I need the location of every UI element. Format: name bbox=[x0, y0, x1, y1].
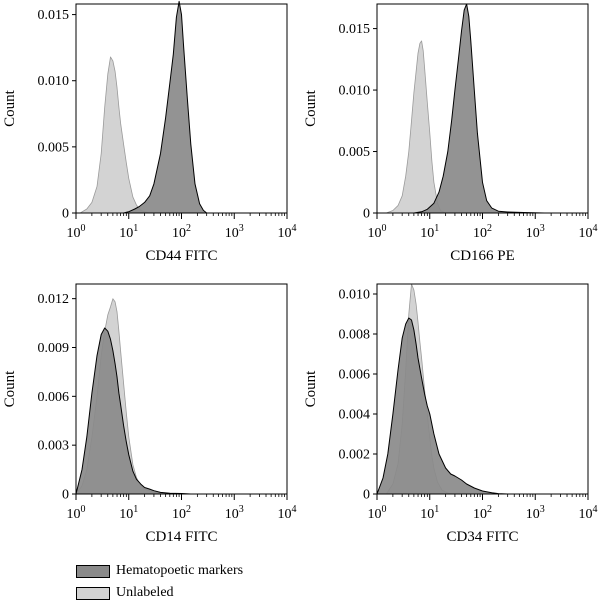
legend-item-unlabeled: Unlabeled bbox=[76, 584, 243, 602]
y-tick-label: 0.006 bbox=[38, 390, 70, 405]
series-unlabeled-area bbox=[385, 40, 446, 214]
y-tick-label: 0.010 bbox=[38, 74, 70, 89]
y-tick-label: 0.012 bbox=[38, 292, 70, 307]
x-tick-label: 102 bbox=[473, 504, 492, 522]
y-tick-label: 0.015 bbox=[339, 22, 371, 37]
x-tick-label: 101 bbox=[119, 504, 138, 522]
x-tick-label: 101 bbox=[420, 223, 439, 241]
x-axis-label: CD14 FITC bbox=[145, 529, 217, 545]
legend: Hematopoetic markers Unlabeled bbox=[76, 562, 243, 606]
x-tick-label: 102 bbox=[473, 223, 492, 241]
y-axis-label: Count bbox=[2, 89, 18, 127]
series-unlabeled-area bbox=[79, 56, 155, 214]
y-tick-label: 0.005 bbox=[38, 140, 70, 155]
x-tick-label: 100 bbox=[368, 504, 387, 522]
x-tick-label: 103 bbox=[225, 504, 244, 522]
x-tick-label: 102 bbox=[172, 504, 191, 522]
y-tick-label: 0.009 bbox=[38, 341, 70, 356]
y-axis-label: Count bbox=[2, 370, 18, 408]
series-hematopoetic-markers-area bbox=[376, 317, 509, 495]
x-tick-label: 101 bbox=[420, 504, 439, 522]
x-tick-label: 103 bbox=[526, 223, 545, 241]
chart-panel-1: 0 0.005 0.010 0.015 100 101 102 103 104 CD44 FITC… bbox=[2, 0, 297, 264]
x-axis-label: CD44 FITC bbox=[145, 248, 217, 264]
y-tick-label: 0.010 bbox=[339, 84, 371, 99]
x-tick-label: 101 bbox=[119, 223, 138, 241]
x-tick-label: 104 bbox=[579, 504, 598, 522]
y-tick-label: 0.003 bbox=[38, 439, 70, 454]
x-tick-label: 100 bbox=[67, 223, 86, 241]
x-tick-label: 100 bbox=[67, 504, 86, 522]
legend-swatch-unlabeled bbox=[76, 586, 110, 600]
legend-label-hematopoetic-markers: Hematopoetic markers bbox=[116, 563, 244, 578]
y-tick-label: 0 bbox=[62, 488, 69, 503]
legend-label-unlabeled: Unlabeled bbox=[116, 585, 174, 600]
y-tick-label: 0 bbox=[62, 207, 69, 222]
chart-panel-3: 0 0.003 0.006 0.009 0.012 100 101 102 103 104 CD14… bbox=[2, 283, 297, 545]
y-tick-label: 0.010 bbox=[339, 288, 371, 303]
y-tick-label: 0.015 bbox=[38, 8, 70, 23]
series-hematopoetic-markers-area bbox=[123, 0, 208, 214]
x-tick-label: 104 bbox=[579, 223, 598, 241]
x-tick-label: 104 bbox=[278, 223, 297, 241]
x-axis-label: CD34 FITC bbox=[446, 529, 518, 545]
legend-swatch-hematopoetic-markers bbox=[76, 564, 110, 578]
chart-panel-2: 0 0.005 0.010 0.015 100 101 102 103 104 CD166 PE C… bbox=[303, 3, 598, 264]
y-tick-label: 0 bbox=[363, 488, 370, 503]
y-tick-label: 0.008 bbox=[339, 328, 371, 343]
y-axis-label: Count bbox=[303, 89, 319, 127]
x-tick-label: 104 bbox=[278, 504, 297, 522]
chart-panel-4: 0 0.002 0.004 0.006 0.008 0.010 100 101 102 103 10… bbox=[303, 283, 598, 545]
x-tick-label: 102 bbox=[172, 223, 191, 241]
y-tick-label: 0 bbox=[363, 207, 370, 222]
y-tick-label: 0.002 bbox=[339, 448, 371, 463]
legend-item-hematopoetic-markers: Hematopoetic markers bbox=[76, 562, 243, 580]
x-tick-label: 103 bbox=[526, 504, 545, 522]
x-axis-label: CD166 PE bbox=[450, 248, 515, 264]
series-hematopoetic-markers-area bbox=[75, 327, 192, 495]
y-tick-label: 0.006 bbox=[339, 368, 371, 383]
y-axis-label: Count bbox=[303, 370, 319, 408]
y-tick-label: 0.004 bbox=[339, 408, 371, 423]
x-tick-label: 100 bbox=[368, 223, 387, 241]
y-tick-label: 0.005 bbox=[339, 145, 371, 160]
x-tick-label: 103 bbox=[225, 223, 244, 241]
